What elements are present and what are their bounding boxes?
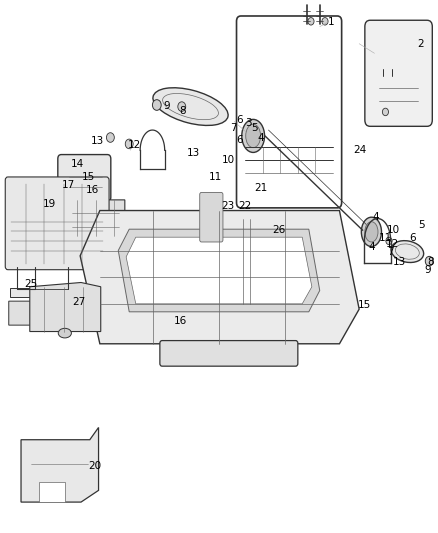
Text: 14: 14 [71, 159, 84, 168]
Text: 4: 4 [372, 213, 379, 222]
Ellipse shape [361, 217, 381, 247]
Polygon shape [39, 482, 65, 502]
Polygon shape [80, 211, 359, 344]
Text: 13: 13 [187, 148, 200, 158]
Text: 27: 27 [72, 297, 85, 307]
Text: 2: 2 [417, 39, 424, 49]
Ellipse shape [58, 328, 71, 338]
Ellipse shape [242, 119, 265, 152]
Text: 25: 25 [24, 279, 37, 288]
Polygon shape [30, 282, 101, 332]
Text: 15: 15 [358, 300, 371, 310]
Text: 15: 15 [82, 172, 95, 182]
Text: 9: 9 [163, 101, 170, 110]
Polygon shape [126, 237, 312, 304]
Text: 8: 8 [179, 106, 186, 116]
Ellipse shape [153, 88, 228, 125]
Text: 7: 7 [230, 123, 237, 133]
Text: 24: 24 [353, 146, 367, 155]
Text: 21: 21 [254, 183, 267, 192]
Text: 3: 3 [245, 118, 252, 127]
FancyBboxPatch shape [58, 155, 111, 201]
Circle shape [322, 18, 328, 25]
Text: 5: 5 [251, 123, 258, 133]
Text: 26: 26 [272, 225, 286, 235]
Text: 12: 12 [128, 140, 141, 150]
Text: 6: 6 [236, 115, 243, 125]
Text: 23: 23 [221, 201, 234, 211]
Text: 6: 6 [236, 135, 243, 145]
Ellipse shape [246, 124, 261, 148]
FancyBboxPatch shape [5, 177, 109, 270]
Text: 7: 7 [387, 247, 394, 256]
Text: 22: 22 [239, 201, 252, 211]
Text: 20: 20 [88, 461, 102, 471]
Text: 4: 4 [258, 133, 265, 142]
FancyBboxPatch shape [160, 341, 298, 366]
Text: 16: 16 [174, 316, 187, 326]
Text: 17: 17 [62, 180, 75, 190]
Text: 16: 16 [86, 185, 99, 195]
Circle shape [382, 108, 389, 116]
FancyBboxPatch shape [200, 192, 223, 242]
Text: 1: 1 [327, 18, 334, 27]
Circle shape [386, 237, 392, 245]
Circle shape [106, 133, 114, 142]
Text: 9: 9 [424, 265, 431, 275]
Circle shape [308, 18, 314, 25]
Text: 12: 12 [386, 239, 399, 248]
Circle shape [178, 102, 186, 111]
Ellipse shape [391, 241, 424, 262]
Text: 8: 8 [427, 257, 434, 267]
Text: 6: 6 [409, 233, 416, 243]
Text: 5: 5 [418, 220, 425, 230]
Text: 10: 10 [386, 225, 399, 235]
Circle shape [125, 139, 133, 149]
Ellipse shape [365, 222, 378, 242]
Polygon shape [67, 200, 125, 246]
Circle shape [425, 256, 433, 266]
Text: 10: 10 [222, 155, 235, 165]
Polygon shape [21, 427, 99, 502]
FancyBboxPatch shape [365, 20, 432, 126]
Text: 4: 4 [368, 243, 375, 252]
Text: 13: 13 [393, 257, 406, 267]
Text: 19: 19 [42, 199, 56, 208]
Polygon shape [118, 229, 320, 312]
Text: 11: 11 [379, 233, 392, 243]
Circle shape [152, 100, 161, 110]
Text: 13: 13 [91, 136, 104, 146]
Polygon shape [9, 301, 48, 325]
Bar [10, 288, 46, 297]
Text: 11: 11 [209, 172, 222, 182]
